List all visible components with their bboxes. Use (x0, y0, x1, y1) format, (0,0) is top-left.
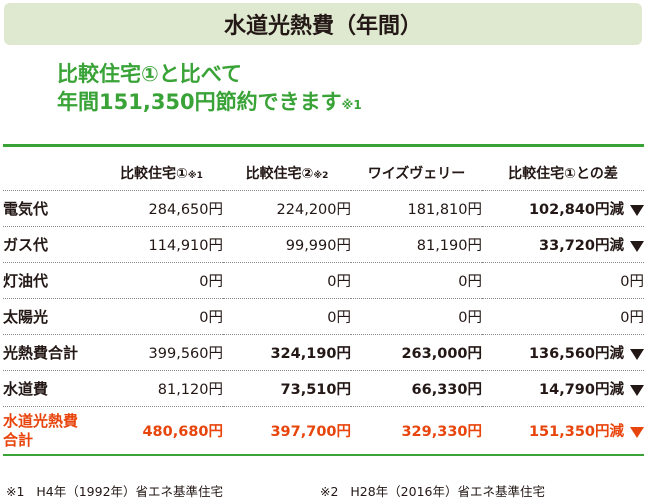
value-cell: 224,200円 (223, 190, 351, 227)
column-header-label: ワイズヴェリー (367, 165, 466, 182)
total-label-line-2: 合計 (3, 430, 34, 449)
value-cell: 114,910円 (100, 226, 223, 263)
difference-value: 14,790円減 (539, 382, 624, 398)
column-header: 比較住宅①※1 (100, 155, 223, 191)
table-row: 光熱費合計 399,560円 324,190円 263,000円 136,560… (3, 334, 644, 371)
value-cell: 263,000円 (351, 334, 482, 371)
down-triangle-icon (630, 204, 644, 216)
table-row: ガス代 114,910円 99,990円 81,190円 33,720円減 (3, 226, 644, 263)
table-row: 灯油代 0円 0円 0円 0円 (3, 262, 644, 299)
row-label: 水道費 (3, 370, 100, 407)
value-cell: 0円 (100, 262, 223, 299)
down-triangle-icon (630, 348, 644, 360)
difference-value: 136,560円減 (528, 346, 624, 362)
column-header-label: 比較住宅① (120, 165, 188, 182)
value-cell: 181,810円 (351, 190, 482, 227)
difference-value: 102,840円減 (528, 202, 624, 218)
footnote-text: H28年（2016年）省エネ基準住宅 (350, 484, 545, 499)
total-value-cell: 397,700円 (223, 406, 351, 456)
value-cell: 324,190円 (223, 334, 351, 371)
value-cell: 0円 (351, 262, 482, 299)
value-cell: 81,190円 (351, 226, 482, 263)
header-row: 比較住宅①※1 比較住宅②※2 ワイズヴェリー 比較住宅①との差 (3, 155, 644, 191)
total-row-label: 水道光熱費 合計 (3, 406, 100, 456)
value-cell: 81,120円 (100, 370, 223, 407)
difference-cell: 0円 (482, 262, 644, 299)
value-cell: 399,560円 (100, 334, 223, 371)
row-label: 電気代 (3, 190, 100, 227)
row-label: 太陽光 (3, 298, 100, 335)
header-empty-cell (3, 155, 100, 191)
total-difference-value: 151,350円減 (528, 424, 624, 440)
table-row: 電気代 284,650円 224,200円 181,810円 102,840円減 (3, 190, 644, 227)
table-row: 水道費 81,120円 73,510円 66,330円 14,790円減 (3, 370, 644, 407)
headline: 比較住宅①と比べて 年間151,350円節約できます※1 (57, 60, 362, 119)
difference-cell: 0円 (482, 298, 644, 335)
column-header-note: ※2 (313, 170, 329, 181)
column-header: 比較住宅②※2 (223, 155, 351, 191)
headline-saving-text: 年間151,350円節約できます (57, 90, 342, 114)
column-header-note: ※1 (187, 170, 203, 181)
footnote-text: H4年（1992年）省エネ基準住宅 (36, 484, 224, 499)
footnote-2: ※2 H28年（2016年）省エネ基準住宅 (320, 481, 545, 500)
headline-line-2: 年間151,350円節約できます※1 (57, 88, 362, 119)
footnote-mark: ※1 (6, 484, 25, 499)
footnote-1: ※1 H4年（1992年）省エネ基準住宅 (6, 481, 223, 500)
top-divider (3, 144, 644, 147)
page-title: 水道光熱費（年間） (223, 14, 422, 39)
title-bar: 水道光熱費（年間） (4, 3, 642, 45)
difference-value: 33,720円減 (539, 238, 624, 254)
value-cell: 0円 (100, 298, 223, 335)
total-label-line-1: 水道光熱費 (3, 411, 79, 430)
row-label: 光熱費合計 (3, 334, 100, 371)
total-row: 水道光熱費 合計 480,680円 397,700円 329,330円 151,3… (3, 406, 644, 456)
column-header-label: 比較住宅② (245, 165, 314, 182)
total-value-cell: 480,680円 (100, 406, 223, 456)
value-cell: 0円 (223, 262, 351, 299)
total-value-cell: 329,330円 (351, 406, 482, 456)
headline-line-1: 比較住宅①と比べて (57, 62, 242, 86)
value-cell: 0円 (351, 298, 482, 335)
difference-cell: 33,720円減 (482, 226, 644, 263)
down-triangle-icon (630, 426, 644, 438)
row-label: ガス代 (3, 226, 100, 263)
headline-note-mark: ※1 (341, 98, 362, 112)
row-label: 灯油代 (3, 262, 100, 299)
value-cell: 99,990円 (223, 226, 351, 263)
table-row: 太陽光 0円 0円 0円 0円 (3, 298, 644, 335)
difference-cell: 136,560円減 (482, 334, 644, 371)
value-cell: 66,330円 (351, 370, 482, 407)
column-header: 比較住宅①との差 (482, 155, 644, 191)
difference-cell: 102,840円減 (482, 190, 644, 227)
column-header: ワイズヴェリー (351, 155, 482, 191)
value-cell: 73,510円 (223, 370, 351, 407)
value-cell: 284,650円 (100, 190, 223, 227)
down-triangle-icon (630, 240, 644, 252)
footnote-mark: ※2 (320, 484, 339, 499)
column-header-label: 比較住宅①との差 (508, 165, 618, 182)
total-difference-cell: 151,350円減 (482, 406, 644, 456)
cost-table: 比較住宅①※1 比較住宅②※2 ワイズヴェリー 比較住宅①との差 電気代 284… (3, 155, 644, 456)
down-triangle-icon (630, 384, 644, 396)
difference-cell: 14,790円減 (482, 370, 644, 407)
value-cell: 0円 (223, 298, 351, 335)
